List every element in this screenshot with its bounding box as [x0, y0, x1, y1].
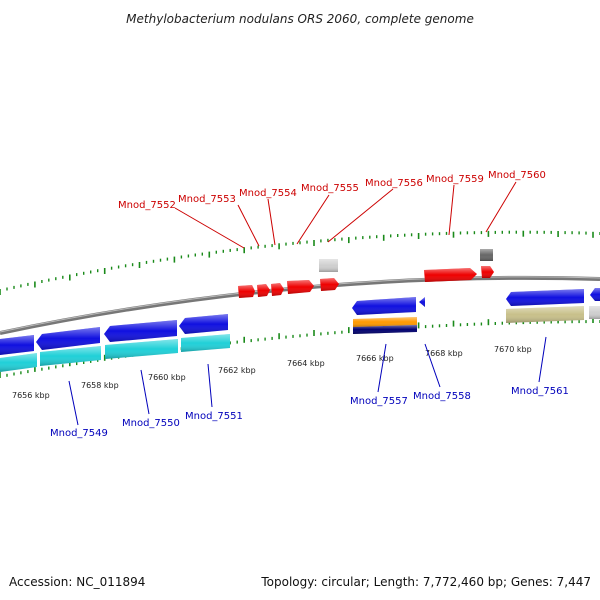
gene-darkgray-7560a[interactable]: [480, 249, 493, 261]
gene-label-mnod-7554[interactable]: Mnod_7554: [239, 188, 297, 199]
gene-blue-mnod-7557[interactable]: [352, 297, 416, 315]
scale-label: 7664 kbp: [287, 359, 325, 368]
accession-text: Accession: NC_011894: [9, 575, 145, 589]
gene-cyan-mnod-7549[interactable]: [0, 353, 37, 372]
scale-label: 7666 kbp: [356, 354, 394, 363]
forward-strand-track: [238, 249, 494, 298]
gene-label-mnod-7551[interactable]: Mnod_7551: [185, 411, 243, 422]
scale-label: 7662 kbp: [218, 366, 256, 375]
gene-blue-d[interactable]: [179, 314, 228, 334]
scale-labels: 7656 kbp 7658 kbp 7660 kbp 7662 kbp 7664…: [12, 345, 532, 400]
gene-gray-7555a[interactable]: [319, 259, 338, 272]
topology-text: Topology: circular; Length: 7,772,460 bp…: [260, 575, 591, 589]
gene-label-mnod-7553[interactable]: Mnod_7553: [178, 194, 236, 205]
gene-mnod-7555[interactable]: [287, 280, 314, 294]
gene-label-mnod-7552[interactable]: Mnod_7552: [118, 200, 176, 211]
scale-label: 7670 kbp: [494, 345, 532, 354]
gene-blue-mnod-7561[interactable]: [506, 289, 584, 306]
forward-gene-labels: Mnod_7552 Mnod_7553 Mnod_7554 Mnod_7555 …: [118, 170, 546, 211]
gene-mnod-7553[interactable]: [257, 284, 270, 297]
gene-blue-small[interactable]: [419, 297, 425, 307]
gene-label-mnod-7557[interactable]: Mnod_7557: [350, 396, 408, 407]
gene-lightgray-right[interactable]: [589, 306, 600, 319]
forward-label-leaders: [174, 181, 517, 249]
gene-label-mnod-7549[interactable]: Mnod_7549: [50, 428, 108, 439]
gene-label-mnod-7561[interactable]: Mnod_7561: [511, 386, 569, 397]
gene-mnod-7556[interactable]: [320, 278, 339, 291]
gene-label-mnod-7550[interactable]: Mnod_7550: [122, 418, 180, 429]
gene-cyan-mnod-7551[interactable]: [181, 334, 230, 352]
gene-blue-c[interactable]: [104, 320, 177, 342]
scale-label: 7656 kbp: [12, 391, 50, 400]
scale-label: 7668 kbp: [425, 349, 463, 358]
map-title: Methylobacterium nodulans ORS 2060, comp…: [126, 12, 474, 26]
gene-blue-a[interactable]: [0, 335, 34, 355]
gene-mnod-7552[interactable]: [238, 285, 255, 298]
scale-label: 7660 kbp: [148, 373, 186, 382]
gene-label-mnod-7560[interactable]: Mnod_7560: [488, 170, 546, 181]
gene-mnod-7554[interactable]: [271, 283, 284, 296]
gene-blue-b[interactable]: [36, 327, 100, 350]
gene-blue-right[interactable]: [590, 288, 600, 301]
reverse-gene-labels: Mnod_7549 Mnod_7550 Mnod_7551 Mnod_7557 …: [50, 386, 569, 439]
gene-mnod-7559[interactable]: [424, 268, 477, 282]
gene-label-mnod-7559[interactable]: Mnod_7559: [426, 174, 484, 185]
gene-label-mnod-7558[interactable]: Mnod_7558: [413, 391, 471, 402]
gene-label-mnod-7556[interactable]: Mnod_7556: [365, 178, 423, 189]
scale-label: 7658 kbp: [81, 381, 119, 390]
gene-cyan-mnod-7550b[interactable]: [105, 339, 178, 359]
reverse-label-leaders: [68, 336, 547, 426]
outer-tick-ring: [0, 230, 600, 295]
gene-label-mnod-7555[interactable]: Mnod_7555: [301, 183, 359, 194]
